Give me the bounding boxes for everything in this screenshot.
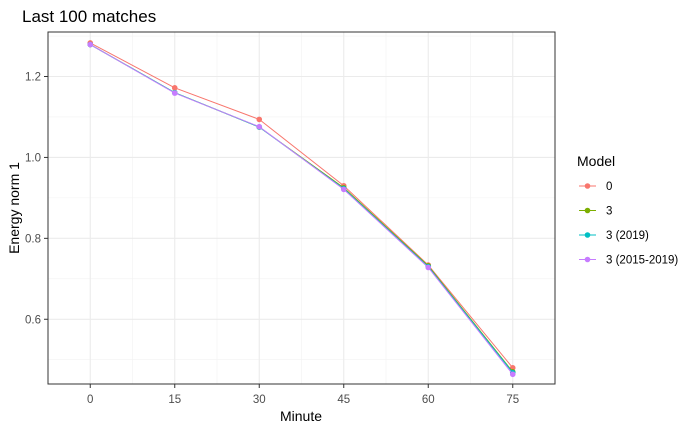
data-point xyxy=(509,365,516,371)
legend-key-point xyxy=(584,256,591,263)
plot-border xyxy=(47,31,556,385)
x-axis-title: Minute xyxy=(280,408,322,424)
series-line xyxy=(90,44,514,375)
data-point xyxy=(509,371,516,378)
y-tick-label: 1.0 xyxy=(25,152,41,164)
y-axis-title: Energy norm 1 xyxy=(6,162,22,254)
y-tick-label: 1.2 xyxy=(25,72,41,84)
legend-key-point xyxy=(584,183,591,189)
data-point xyxy=(256,123,263,130)
legend-label: 3 (2015-2019) xyxy=(606,255,678,267)
x-axis: 0 15 30 45 60 75 xyxy=(87,384,519,406)
x-tick-label: 30 xyxy=(253,394,266,406)
x-tick-label: 75 xyxy=(506,394,519,406)
legend-title: Model xyxy=(577,153,615,169)
x-tick-label: 0 xyxy=(87,394,93,406)
data-point xyxy=(340,186,347,193)
x-tick-label: 60 xyxy=(422,394,435,406)
data-point xyxy=(171,90,178,96)
legend: Model 0 3 3 (2019) 3 (2015-2019) xyxy=(577,153,678,267)
y-tick-label: 0.6 xyxy=(25,314,41,326)
chart-title: Last 100 matches xyxy=(22,7,156,26)
legend-label: 3 (2019) xyxy=(606,230,649,242)
series-layer xyxy=(87,40,516,378)
legend-label: 3 xyxy=(606,206,612,218)
grid-minor xyxy=(48,32,555,384)
x-tick-label: 15 xyxy=(168,394,181,406)
y-axis: 0.6 0.8 1.0 1.2 xyxy=(25,72,48,326)
data-point xyxy=(87,41,94,48)
y-tick-label: 0.8 xyxy=(25,233,41,245)
series-line xyxy=(90,42,514,369)
legend-key-point xyxy=(584,232,591,238)
x-tick-label: 45 xyxy=(337,394,350,406)
legend-label: 0 xyxy=(606,181,612,193)
data-point xyxy=(256,116,263,123)
legend-key-point xyxy=(584,207,591,214)
data-point xyxy=(171,85,178,91)
data-point xyxy=(425,264,432,271)
